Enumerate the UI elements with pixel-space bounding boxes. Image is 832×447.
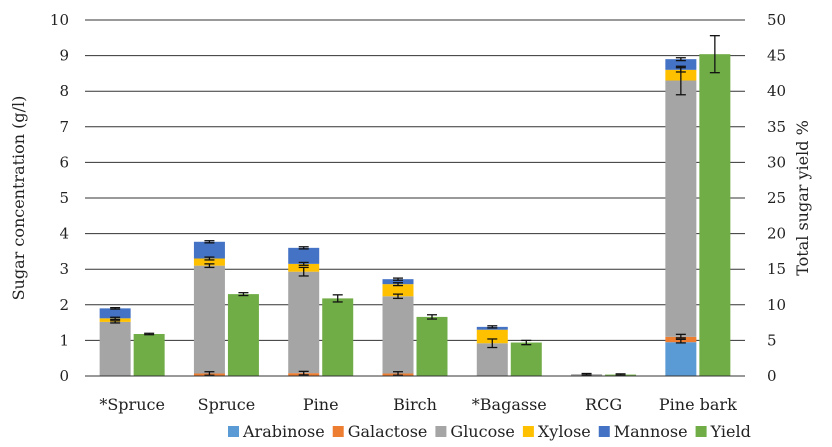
legend-swatch-galactose — [332, 426, 344, 437]
y-tick-label: 4 — [59, 225, 69, 243]
bar-glucose — [99, 321, 131, 376]
y-tick-label: 7 — [59, 118, 69, 136]
y-tick-label: 9 — [59, 47, 69, 65]
y2-tick-label: 15 — [767, 260, 786, 278]
legend-swatch-arabinose — [228, 426, 239, 437]
bar-mannose — [99, 308, 131, 319]
x-category-label: *Spruce — [99, 395, 165, 414]
bar-glucose — [288, 271, 320, 374]
legend-label-arabinose: Arabinose — [242, 422, 325, 441]
bar-mannose — [665, 59, 697, 70]
x-category-label: Pine bark — [659, 395, 737, 414]
bar-arabinose — [665, 342, 697, 376]
legend-label-yield: Yield — [710, 422, 751, 441]
y-tick-label: 5 — [59, 189, 69, 207]
y2-tick-label: 35 — [767, 118, 786, 136]
bar-xylose — [476, 329, 508, 344]
legend-swatch-mannose — [598, 426, 610, 437]
bar-glucose — [476, 343, 508, 376]
bar-glucose — [193, 265, 225, 374]
y2-tick-label: 30 — [767, 153, 786, 171]
x-category-label: Spruce — [198, 395, 256, 414]
x-category-label: Birch — [393, 395, 437, 414]
y2-axis-title: Total sugar yield % — [793, 120, 812, 276]
x-category-label: *Bagasse — [472, 395, 547, 414]
legend-label-mannose: Mannose — [614, 422, 688, 441]
y-tick-label: 0 — [59, 367, 69, 385]
y2-tick-label: 40 — [767, 82, 786, 100]
y-axis-title: Sugar concentration (g/l) — [9, 96, 28, 301]
bar-glucose — [665, 80, 697, 337]
y2-tick-label: 25 — [767, 189, 786, 207]
y-tick-label: 10 — [50, 11, 69, 29]
y2-tick-label: 50 — [767, 11, 786, 29]
bar-mannose — [382, 279, 414, 285]
y-tick-label: 6 — [59, 153, 69, 171]
bar-glucose — [382, 296, 414, 374]
legend-label-xylose: Xylose — [538, 422, 591, 441]
y2-tick-label: 5 — [767, 331, 777, 349]
bars — [99, 54, 731, 377]
bar-mannose — [193, 241, 225, 259]
error-bars — [110, 35, 720, 376]
y-tick-label: 1 — [59, 331, 69, 349]
legend-swatch-glucose — [435, 426, 447, 437]
legend-label-glucose: Glucose — [450, 422, 514, 441]
bar-yield — [510, 342, 542, 376]
y2-tick-label: 0 — [767, 367, 777, 385]
y2-tick-label: 10 — [767, 296, 786, 314]
legend: Arabinose Galactose Glucose Xylose Mannose Yi… — [228, 422, 751, 441]
legend-swatch-yield — [695, 426, 707, 437]
y2-tick-label: 45 — [767, 47, 786, 65]
bar-yield — [133, 333, 165, 376]
y2-tick-label: 20 — [767, 225, 786, 243]
bar-yield — [416, 316, 448, 376]
bar-xylose — [193, 258, 225, 266]
gridlines — [85, 19, 745, 341]
x-category-label: RCG — [585, 395, 622, 414]
bar-yield — [699, 54, 731, 377]
legend-label-galactose: Galactose — [348, 422, 428, 441]
y-tick-label: 3 — [59, 260, 69, 278]
x-category-label: Pine — [303, 395, 339, 414]
bar-xylose — [99, 318, 131, 322]
y-tick-label: 8 — [59, 82, 69, 100]
bar-xylose — [382, 284, 414, 297]
bar-yield — [322, 298, 354, 376]
legend-swatch-xylose — [522, 426, 534, 437]
bar-mannose — [288, 247, 320, 264]
bar-yield — [227, 294, 259, 376]
y-tick-label: 2 — [59, 296, 69, 314]
